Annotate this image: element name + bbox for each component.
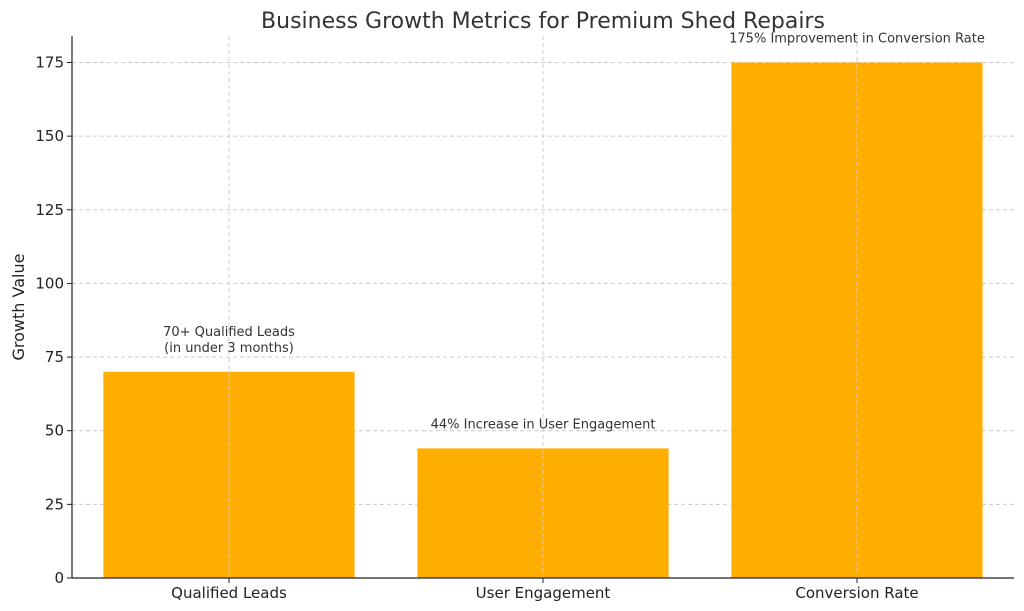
y-tick-label: 100 [35,274,64,292]
y-tick-label: 25 [45,495,64,513]
y-tick-label: 175 [35,54,64,72]
y-tick-label: 0 [54,569,64,587]
y-tick-label: 150 [35,127,64,145]
y-tick-label: 125 [35,201,64,219]
bar-annotation: (in under 3 months) [164,341,294,356]
x-tick-label: User Engagement [476,584,611,602]
chart-title: Business Growth Metrics for Premium Shed… [261,9,825,34]
bars [103,36,983,579]
y-axis-label: Growth Value [9,254,28,361]
bar-annotation: 175% Improvement in Conversion Rate [729,32,985,47]
axes [67,36,1014,583]
x-tick-label: Conversion Rate [795,584,918,602]
x-tick-label: Qualified Leads [171,584,287,602]
y-tick-label: 50 [45,422,64,440]
labels: 0 25 50 75 100 125 150 175 Qualified Leads User E… [35,32,984,602]
bar-annotation: 44% Increase in User Engagement [431,417,656,432]
bar-annotation: 70+ Qualified Leads [163,325,295,340]
y-tick-label: 75 [45,348,64,366]
